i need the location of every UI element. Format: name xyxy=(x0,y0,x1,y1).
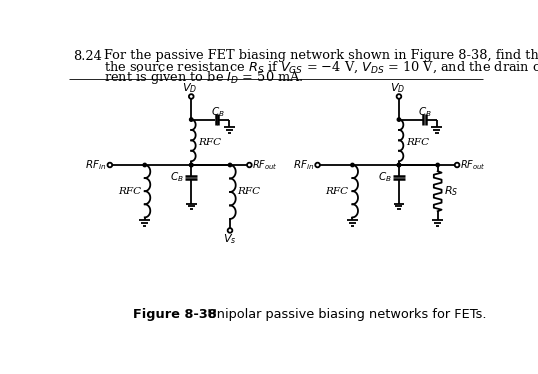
Text: $C_B$: $C_B$ xyxy=(171,171,185,184)
Text: 8.24: 8.24 xyxy=(73,49,102,62)
Circle shape xyxy=(228,228,232,233)
Text: For the passive FET biasing network shown in Figure 8-38, find the value of: For the passive FET biasing network show… xyxy=(104,49,538,62)
Text: $C_B$: $C_B$ xyxy=(419,105,432,119)
Text: $C_B$: $C_B$ xyxy=(378,171,392,184)
Text: Figure 8-38: Figure 8-38 xyxy=(133,307,217,321)
Circle shape xyxy=(189,118,193,121)
Circle shape xyxy=(351,163,354,167)
Text: $R_S$: $R_S$ xyxy=(444,184,458,198)
Circle shape xyxy=(397,118,401,121)
Text: the source resistance $R_S$ if $V_{GS}$ = −4 V, $V_{DS}$ = 10 V, and the drain c: the source resistance $R_S$ if $V_{GS}$ … xyxy=(104,59,538,74)
Text: RFC: RFC xyxy=(325,187,349,196)
Circle shape xyxy=(228,163,232,167)
Circle shape xyxy=(189,94,194,99)
Circle shape xyxy=(189,163,193,167)
Circle shape xyxy=(108,163,112,167)
Circle shape xyxy=(315,163,320,167)
Circle shape xyxy=(436,163,440,167)
Circle shape xyxy=(247,163,252,167)
Circle shape xyxy=(143,163,146,167)
Text: $RF_{in}$: $RF_{in}$ xyxy=(86,158,107,172)
Text: RFC: RFC xyxy=(198,138,221,147)
Text: Unipolar passive biasing networks for FETs.: Unipolar passive biasing networks for FE… xyxy=(195,307,487,321)
Text: $V_s$: $V_s$ xyxy=(223,232,237,246)
Text: $RF_{out}$: $RF_{out}$ xyxy=(252,158,278,172)
Text: $RF_{in}$: $RF_{in}$ xyxy=(293,158,315,172)
Text: RFC: RFC xyxy=(237,187,260,196)
Circle shape xyxy=(397,94,401,99)
Text: $V_D$: $V_D$ xyxy=(182,81,197,95)
Text: $RF_{out}$: $RF_{out}$ xyxy=(460,158,486,172)
Circle shape xyxy=(397,163,401,167)
Text: $C_B$: $C_B$ xyxy=(211,105,224,119)
Text: RFC: RFC xyxy=(118,187,141,196)
Circle shape xyxy=(189,163,193,167)
Text: rent is given to be $I_D$ = 50 mA.: rent is given to be $I_D$ = 50 mA. xyxy=(104,69,304,86)
Circle shape xyxy=(397,163,401,167)
Text: $V_D$: $V_D$ xyxy=(390,81,405,95)
Circle shape xyxy=(455,163,459,167)
Text: RFC: RFC xyxy=(406,138,429,147)
